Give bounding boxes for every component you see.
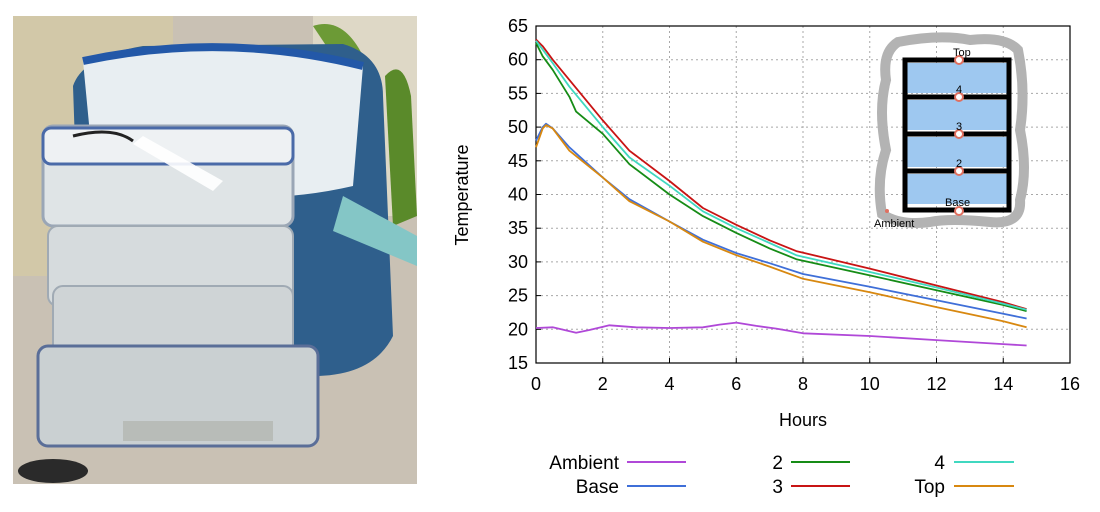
layer-top	[907, 63, 1007, 93]
legend-label-4: 4	[934, 453, 945, 474]
y-tick-label: 65	[508, 16, 528, 36]
y-tick-label: 50	[508, 117, 528, 137]
y-axis-title: Temperature	[452, 144, 472, 245]
legend-label-base: Base	[576, 477, 619, 498]
y-tick-label: 20	[508, 319, 528, 339]
series-lines	[535, 38, 1027, 347]
sensor-base	[954, 206, 964, 216]
y-tick-labels: 15 20 25 30 35 40 45 50 55 60 65	[508, 16, 541, 373]
inset-label-base: Base	[945, 197, 970, 209]
inset-label-2: 2	[956, 158, 962, 170]
series-line-top	[535, 124, 1027, 329]
inset-label-3: 3	[956, 121, 962, 133]
inset-label-ambient: Ambient	[874, 218, 914, 230]
sensor-4	[954, 92, 964, 102]
sensor-top	[954, 55, 964, 65]
y-tick-label: 30	[508, 252, 528, 272]
x-tick-label: 6	[731, 374, 741, 394]
y-tick-label: 25	[508, 286, 528, 306]
x-tick-label: 2	[598, 374, 608, 394]
y-tick-label: 55	[508, 83, 528, 103]
y-tick-label: 60	[508, 50, 528, 70]
legend-label-ambient: Ambient	[549, 453, 619, 474]
sensor-ambient	[885, 209, 889, 213]
series-line-3	[535, 38, 1027, 310]
temperature-chart: 15 20 25 30 35 40 45 50 55 60 65 0 2 4 6 8 10 12 14 16 Hou…	[452, 16, 1080, 498]
x-tick-labels: 0 2 4 6 8 10 12 14 16	[531, 358, 1080, 394]
container-inset-diagram: Top 4 3 2 Base Ambient	[874, 32, 1029, 230]
y-tick-label: 15	[508, 353, 528, 373]
legend-label-top: Top	[914, 477, 945, 498]
x-tick-label: 10	[860, 374, 880, 394]
y-tick-label: 45	[508, 151, 528, 171]
series-line-ambient	[535, 321, 1027, 347]
inset-label-4: 4	[956, 84, 962, 96]
sensor-3	[954, 129, 964, 139]
x-tick-label: 8	[798, 374, 808, 394]
x-tick-label: 4	[664, 374, 674, 394]
x-tick-label: 0	[531, 374, 541, 394]
x-tick-label: 16	[1060, 374, 1080, 394]
layer-4	[907, 100, 1007, 130]
layer-2	[907, 174, 1007, 204]
y-tick-label: 40	[508, 185, 528, 205]
sensor-2	[954, 166, 964, 176]
inset-label-top: Top	[953, 47, 971, 59]
legend-label-3: 3	[772, 477, 783, 498]
y-tick-label: 35	[508, 218, 528, 238]
x-axis-title: Hours	[779, 410, 827, 430]
series-line-2	[535, 42, 1027, 312]
series-line-4	[535, 40, 1027, 311]
x-tick-label: 14	[993, 374, 1013, 394]
legend: Ambient Base 2 3 4 Top	[549, 453, 1014, 498]
container-photo	[13, 16, 417, 484]
layer-3	[907, 137, 1007, 167]
x-tick-label: 12	[926, 374, 946, 394]
insulation-outline	[874, 32, 1029, 228]
legend-label-2: 2	[772, 453, 783, 474]
